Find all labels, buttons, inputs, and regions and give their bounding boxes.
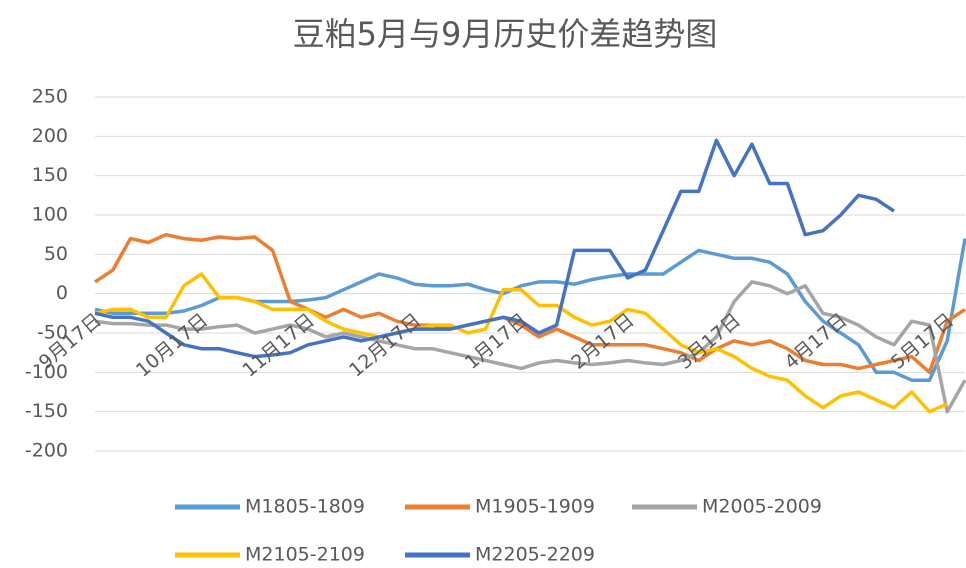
series-line bbox=[94, 272, 948, 414]
y-tick-label: -200 bbox=[25, 440, 68, 462]
series-line bbox=[94, 138, 895, 359]
y-tick-label: 0 bbox=[56, 282, 68, 304]
legend-label: M1805-1809 bbox=[245, 496, 365, 518]
y-tick-label: -150 bbox=[25, 400, 68, 422]
legend-label: M2205-2209 bbox=[475, 544, 595, 566]
y-tick-label: -100 bbox=[25, 361, 68, 383]
y-tick-label: 150 bbox=[32, 164, 68, 186]
y-tick-label: 250 bbox=[32, 86, 68, 108]
series-line bbox=[94, 280, 966, 414]
legend-label: M2005-2009 bbox=[702, 496, 822, 518]
x-tick-label: 12月17日 bbox=[345, 309, 425, 381]
y-tick-label: 50 bbox=[44, 243, 68, 265]
y-tick-label: 100 bbox=[32, 204, 68, 226]
chart-title: 豆粕5月与9月历史价差趋势图 bbox=[293, 15, 718, 53]
y-tick-label: -50 bbox=[37, 322, 68, 344]
y-tick-label: 200 bbox=[32, 125, 68, 147]
legend-label: M2105-2109 bbox=[245, 544, 365, 566]
legend-label: M1905-1909 bbox=[475, 496, 595, 518]
series-line bbox=[94, 238, 966, 382]
series-line bbox=[94, 232, 966, 375]
